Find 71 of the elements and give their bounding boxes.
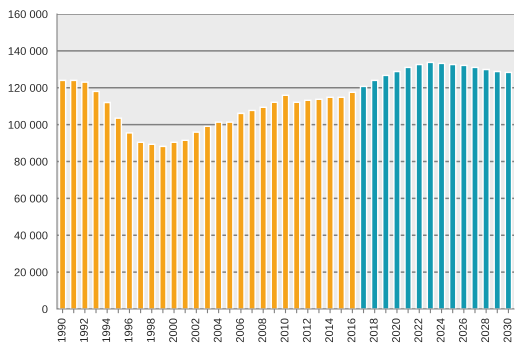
bar <box>58 80 66 309</box>
bar <box>326 96 334 309</box>
x-tick-label: 2024 <box>436 318 445 342</box>
bar <box>382 74 390 309</box>
x-tick-label: 2014 <box>325 318 334 342</box>
bar <box>103 102 111 309</box>
x-tick-label: 2028 <box>481 318 490 342</box>
x-tick-label: 2026 <box>458 318 467 342</box>
bar <box>192 131 200 309</box>
x-tick-label: 1998 <box>146 318 155 342</box>
x-tick-label: 2002 <box>191 318 200 342</box>
y-tick-label: 60 000 <box>14 194 48 203</box>
bar <box>92 90 100 309</box>
bar <box>70 80 78 309</box>
bar <box>415 64 424 309</box>
y-tick-label: 120 000 <box>8 84 48 92</box>
bar <box>204 126 212 309</box>
y-tick-label: 100 000 <box>8 120 48 129</box>
bar <box>337 96 345 309</box>
bar <box>170 142 178 309</box>
bar <box>494 70 502 309</box>
bar <box>81 82 89 309</box>
bar <box>348 92 356 309</box>
bar <box>404 66 412 309</box>
x-tick-label: 1994 <box>102 318 110 342</box>
x-tick-label: 2006 <box>236 318 244 342</box>
x-tick-label: 2012 <box>302 318 311 342</box>
x-tick-label: 2004 <box>214 318 222 342</box>
bar <box>426 62 434 309</box>
bar <box>292 102 300 309</box>
x-tick-label: 1990 <box>58 318 66 342</box>
bar <box>181 140 189 309</box>
x-tick-label: 1992 <box>80 318 88 342</box>
bar <box>226 122 234 309</box>
y-tick-label: 40 000 <box>14 232 48 240</box>
bar <box>148 144 156 309</box>
bar <box>393 70 401 309</box>
x-tick-label: 1996 <box>124 318 132 342</box>
bar <box>282 94 290 309</box>
bar <box>214 122 222 309</box>
bar <box>370 80 378 309</box>
bar <box>248 110 256 309</box>
x-tick-label: 2016 <box>347 318 356 342</box>
bar <box>448 64 456 309</box>
bar <box>159 146 167 309</box>
bar <box>471 66 479 309</box>
bar <box>360 86 368 309</box>
bar <box>504 72 512 309</box>
bar <box>460 64 468 309</box>
y-tick-label: 0 <box>42 305 48 314</box>
x-tick-label: 2000 <box>169 318 178 342</box>
y-tick-label: 160 000 <box>8 10 48 18</box>
bar <box>126 132 134 309</box>
bar <box>259 106 267 309</box>
x-tick-label: 2022 <box>414 318 422 342</box>
y-tick-label: 20 000 <box>14 268 48 276</box>
bar <box>315 98 323 309</box>
bar <box>304 100 312 309</box>
bar <box>237 112 245 309</box>
bar <box>482 68 490 309</box>
x-tick-label: 2018 <box>370 318 378 342</box>
x-tick-label: 2010 <box>280 318 288 342</box>
x-tick-label: 2030 <box>504 318 512 342</box>
bar <box>114 117 122 309</box>
x-tick-label: 2008 <box>258 318 266 342</box>
y-tick-label: 80 000 <box>14 158 48 166</box>
bar <box>136 142 144 309</box>
bar <box>438 62 446 309</box>
y-tick-label: 140 000 <box>8 47 48 56</box>
bar <box>270 102 278 309</box>
x-tick-label: 2020 <box>392 318 400 342</box>
